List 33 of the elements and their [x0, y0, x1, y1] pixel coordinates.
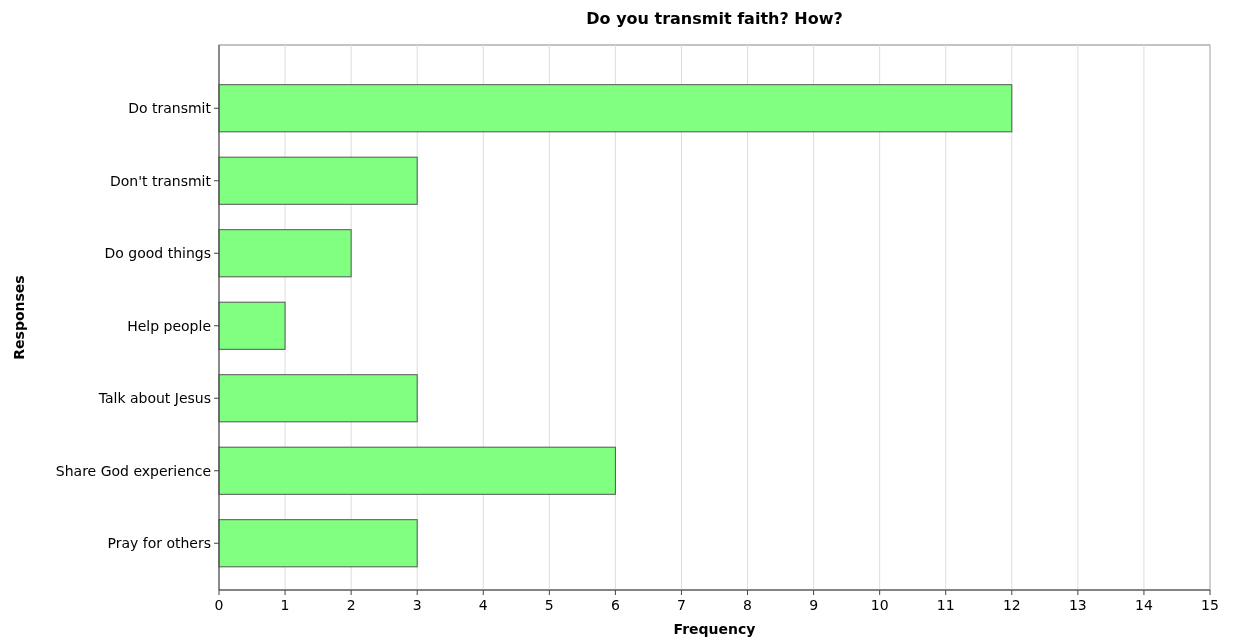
x-tick-label: 8 [743, 597, 752, 613]
x-axis-title: Frequency [673, 621, 756, 637]
bar [218, 446, 616, 495]
x-tick-label: 4 [478, 597, 488, 613]
bar [218, 374, 418, 423]
bar [218, 229, 352, 278]
y-tick-label: Do transmit [128, 100, 212, 117]
y-tick-label: Don't transmit [109, 172, 212, 189]
bar [218, 156, 418, 205]
y-axis-title: Responses [11, 275, 27, 360]
y-tick-label: Do good things [104, 245, 211, 262]
bar [218, 519, 418, 568]
x-tick-label: 9 [809, 597, 819, 613]
x-tick-label: 11 [936, 597, 955, 613]
chart-title: Do you transmit faith? How? [586, 9, 843, 28]
x-tick-label: 5 [544, 597, 554, 613]
x-tick-label: 1 [280, 597, 290, 613]
x-tick-label: 7 [677, 597, 686, 613]
bar [218, 84, 1013, 133]
x-tick-label: 12 [1002, 597, 1021, 613]
y-tick-label: Help people [127, 317, 211, 334]
y-tick-label: Share God experience [55, 462, 211, 479]
y-tick-label: Pray for others [107, 535, 211, 552]
x-tick-label: 10 [870, 597, 889, 613]
x-tick-label: 14 [1135, 597, 1153, 613]
x-tick-label: 15 [1201, 597, 1219, 613]
x-tick-label: 2 [346, 597, 356, 613]
x-tick-label: 0 [214, 597, 224, 613]
x-tick-label: 6 [610, 597, 620, 613]
x-tick-label: 13 [1068, 597, 1087, 613]
bar [218, 301, 286, 350]
y-tick-label: Talk about Jesus [97, 390, 211, 407]
x-tick-label: 3 [412, 597, 422, 613]
